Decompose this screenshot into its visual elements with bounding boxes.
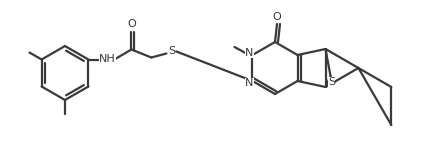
Text: O: O	[127, 20, 135, 30]
Text: S: S	[167, 46, 175, 57]
Text: S: S	[327, 77, 334, 87]
Text: NH: NH	[99, 54, 116, 64]
Text: N: N	[245, 78, 253, 88]
Text: N: N	[245, 48, 253, 58]
Text: O: O	[272, 12, 281, 22]
